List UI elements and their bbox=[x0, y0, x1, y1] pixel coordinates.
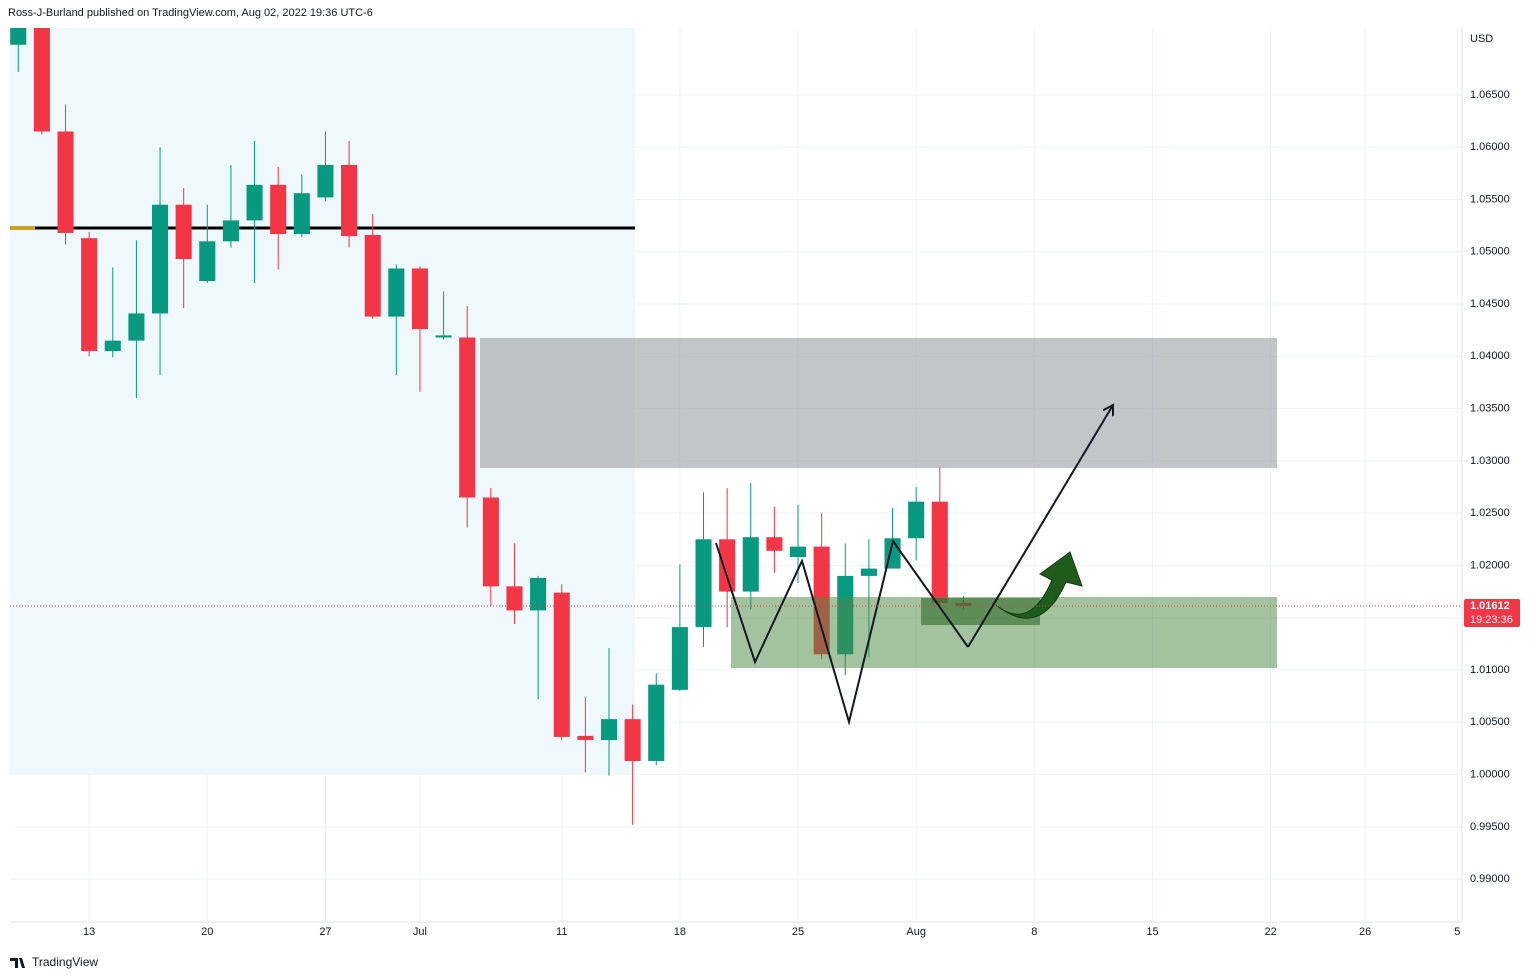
candle-body bbox=[577, 735, 594, 741]
x-tick-label: 8 bbox=[1031, 926, 1037, 938]
candle-body bbox=[908, 501, 925, 539]
candle-body bbox=[719, 539, 736, 592]
candle-body bbox=[128, 313, 145, 341]
candle-body bbox=[81, 238, 98, 352]
y-tick-label: 0.99000 bbox=[1470, 873, 1510, 885]
candle-body bbox=[600, 719, 618, 741]
candle-body bbox=[695, 539, 712, 628]
candle-body bbox=[624, 719, 641, 761]
logo-icon bbox=[10, 958, 25, 968]
y-tick-label: 1.04500 bbox=[1470, 298, 1510, 310]
axes: 0.99000 0.99500 1.00000 1.00500 1.01000 1.020… bbox=[83, 89, 1520, 938]
x-tick-label: 27 bbox=[319, 926, 331, 938]
candle-body bbox=[648, 684, 665, 761]
y-tick-label: 1.06000 bbox=[1470, 141, 1510, 153]
x-tick-label: Jul bbox=[413, 926, 427, 938]
x-tick-label: 25 bbox=[792, 926, 804, 938]
x-tick-label: 11 bbox=[556, 926, 567, 938]
candle-body bbox=[341, 164, 358, 237]
y-tick-label: 1.03000 bbox=[1470, 455, 1510, 467]
candle-body bbox=[364, 235, 381, 317]
candle-body bbox=[152, 204, 169, 314]
y-tick-label: 1.03500 bbox=[1470, 403, 1510, 415]
last-price-label: 1.01612 bbox=[1470, 600, 1510, 612]
candle-body bbox=[860, 568, 877, 576]
footer-logo: TradingView bbox=[10, 955, 98, 969]
candle-body bbox=[104, 340, 121, 352]
pattern-line bbox=[715, 538, 969, 726]
candle-body bbox=[459, 337, 476, 498]
candle-body bbox=[766, 537, 783, 551]
y-tick-label: 1.02000 bbox=[1470, 559, 1510, 571]
candle-body bbox=[931, 501, 948, 604]
y-tick-label: 1.00000 bbox=[1470, 768, 1510, 780]
candle-body bbox=[33, 28, 50, 132]
candle-body bbox=[530, 577, 547, 611]
x-tick-label: 18 bbox=[674, 926, 686, 938]
last-price-box bbox=[1464, 599, 1520, 628]
candle-body bbox=[671, 627, 688, 690]
x-tick-label: 20 bbox=[201, 926, 213, 938]
candle-body bbox=[57, 131, 74, 233]
currency-label: USD bbox=[1470, 33, 1493, 45]
candle-body bbox=[789, 546, 807, 558]
candle-body bbox=[742, 537, 759, 592]
candle-body bbox=[175, 204, 192, 260]
candle-body bbox=[199, 241, 216, 282]
x-tick-label: 22 bbox=[1264, 926, 1276, 938]
countdown-label: 19:23:36 bbox=[1470, 614, 1513, 626]
x-tick-label: Aug bbox=[906, 926, 926, 938]
y-tick-label: 1.04000 bbox=[1470, 350, 1510, 362]
support-zone-inner bbox=[921, 598, 1040, 625]
x-tick-label: 5 bbox=[1454, 926, 1460, 938]
candle-body bbox=[388, 268, 405, 317]
y-tick-label: 1.06500 bbox=[1470, 89, 1510, 101]
candle-body bbox=[553, 592, 570, 737]
candle-body bbox=[293, 193, 310, 234]
curved-arrow bbox=[995, 551, 1083, 619]
candle-body bbox=[10, 28, 27, 45]
footer-text: TradingView bbox=[32, 955, 98, 969]
y-tick-label: 1.05500 bbox=[1470, 193, 1510, 205]
candle-body bbox=[222, 220, 239, 242]
candle-body bbox=[246, 184, 263, 221]
candle-body bbox=[411, 268, 428, 330]
y-tick-label: 1.02500 bbox=[1470, 507, 1510, 519]
x-tick-label: 15 bbox=[1146, 926, 1158, 938]
y-tick-label: 1.00500 bbox=[1470, 716, 1510, 728]
x-tick-label: 26 bbox=[1359, 926, 1371, 938]
candle-body bbox=[317, 164, 334, 198]
y-tick-label: 0.99500 bbox=[1470, 821, 1510, 833]
x-tick-label: 13 bbox=[83, 926, 95, 938]
y-tick-label: 1.01000 bbox=[1470, 664, 1510, 676]
projection-arrow bbox=[967, 405, 1113, 648]
candle-body bbox=[506, 586, 523, 611]
candle-body bbox=[270, 184, 287, 234]
y-tick-label: 1.05000 bbox=[1470, 246, 1510, 258]
chart-title: Ross-J-Burland published on TradingView.… bbox=[8, 7, 373, 19]
candle-body bbox=[435, 335, 452, 338]
resistance-zone bbox=[480, 338, 1277, 468]
candle-body bbox=[482, 497, 499, 587]
candles bbox=[10, 28, 972, 825]
